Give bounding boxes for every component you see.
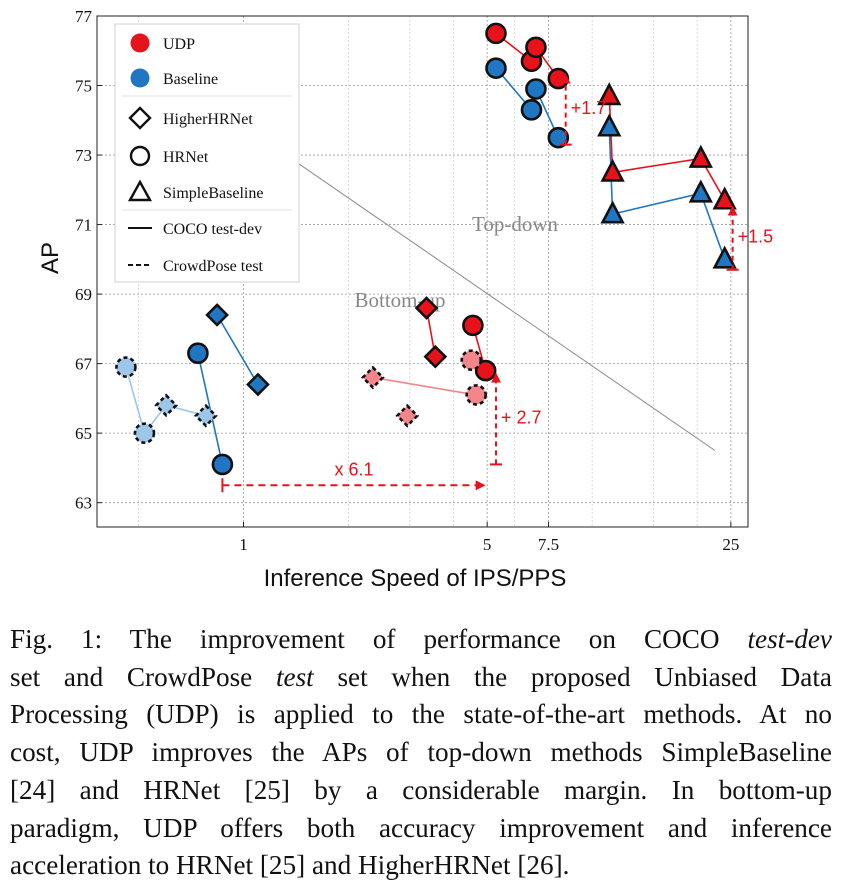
series-line: [608, 95, 726, 201]
data-point: [465, 384, 487, 406]
legend-label: HigherHRNet: [163, 111, 253, 128]
y-tick-label: 77: [75, 7, 93, 26]
data-point: [474, 359, 497, 382]
series-markers: [115, 22, 737, 476]
annotation-label: x 6.1: [335, 459, 374, 479]
data-point: [600, 200, 625, 224]
caption-segment: paradigm, UDP offers both accuracy impro…: [10, 812, 832, 843]
data-point: [525, 78, 547, 100]
annotation-label: +1.5: [738, 227, 774, 247]
x-tick-label: 1: [239, 535, 248, 554]
data-point: [525, 36, 547, 59]
legend-marker-diamond: [128, 106, 152, 130]
data-point: [712, 186, 737, 210]
x-axis-title: Inference Speed of IPS/PPS: [264, 565, 567, 592]
caption-line: acceleration to HRNet [25] and HigherHRN…: [10, 847, 832, 885]
y-tick-label: 65: [75, 424, 92, 443]
caption-line: paradigm, UDP offers both accuracy impro…: [10, 810, 832, 848]
legend-label: COCO test-dev: [163, 221, 262, 238]
caption-segment: [24] and HRNet [25] by a considerable ma…: [10, 774, 832, 805]
caption-line: Fig. 1: The improvement of performance o…: [10, 621, 832, 659]
legend-marker-baseline: [130, 68, 150, 88]
legend-label: SimpleBaseline: [163, 185, 263, 202]
x-tick-label: 5: [483, 535, 492, 554]
legend-label: HRNet: [163, 149, 209, 166]
series-line: [372, 376, 477, 396]
y-tick-label: 69: [75, 285, 92, 304]
caption-line: [24] and HRNet [25] by a considerable ma…: [10, 772, 832, 810]
y-tick-label: 63: [75, 494, 92, 513]
legend-label: Baseline: [163, 71, 218, 88]
data-point: [187, 342, 209, 364]
caption-segment: acceleration to HRNet [25] and HigherHRN…: [10, 850, 570, 881]
separator-line-group: [235, 119, 716, 451]
data-point: [520, 99, 543, 121]
data-point: [688, 179, 713, 203]
y-tick-label: 71: [75, 216, 92, 235]
data-point: [485, 57, 507, 79]
data-point: [205, 303, 229, 327]
caption-segment: test-dev: [747, 624, 832, 654]
caption-line: set and CrowdPose test set when the prop…: [10, 659, 832, 697]
legend-marker-triangle: [127, 179, 153, 202]
caption-line: cost, UDP improves the APs of top-down m…: [10, 734, 832, 772]
y-tick-label: 75: [75, 77, 92, 96]
data-point: [194, 403, 218, 428]
series-line: [197, 353, 224, 465]
data-point: [712, 245, 737, 269]
plot-border: [96, 15, 749, 528]
data-point: [395, 403, 420, 428]
region-label-top-down: Top-down: [472, 212, 559, 236]
data-point: [133, 422, 156, 444]
data-point: [414, 296, 439, 320]
data-point: [597, 82, 622, 106]
caption-segment: test: [275, 661, 314, 692]
caption-segment: cost, UDP improves the APs of top-down m…: [10, 737, 832, 768]
data-point: [485, 22, 507, 45]
legend-marker-circle: [129, 145, 151, 167]
caption-segment: Fig. 1: The improvement of performance o…: [10, 624, 748, 654]
data-point: [547, 126, 570, 149]
data-point: [154, 393, 178, 418]
plot-frame: [96, 15, 749, 528]
legend: UDP Baseline HigherHRNet HRNet SimpleBaselin…: [114, 23, 300, 283]
y-tick-label: 67: [75, 355, 93, 374]
x-tick-label: 7.5: [538, 535, 559, 554]
chart: 63 65 67 69 71 73 75 77 1 5 7.5 25 Top-downBottom-u…: [37, 7, 774, 592]
series-line: [125, 366, 207, 435]
axis-ticks: 63 65 67 69 71 73 75 77 1 5 7.5 25: [75, 7, 739, 554]
top-down-bottom-up-separator: [235, 119, 716, 451]
x-tick-label: 25: [722, 535, 739, 554]
y-tick-label: 73: [75, 146, 92, 165]
legend-label: CrowdPose test: [163, 258, 264, 275]
annotations: +1.7 +1.5 + 2.7 x 6.1: [221, 73, 774, 493]
data-point: [361, 365, 385, 390]
data-point: [688, 144, 713, 168]
data-point: [600, 158, 625, 182]
data-point: [246, 372, 270, 397]
legend-marker-udp: [130, 33, 150, 53]
data-point: [115, 356, 137, 378]
annotation-label: + 2.7: [501, 408, 542, 428]
data-point: [460, 349, 483, 371]
annotation-label: +1.7: [571, 98, 607, 118]
data-point: [462, 314, 484, 337]
figure-caption: Fig. 1: The improvement of performance o…: [10, 621, 832, 885]
caption-segment: set when the proposed Unbiased Data: [313, 661, 832, 692]
caption-segment: Processing (UDP) is applied to the state…: [10, 699, 832, 730]
caption-segment: set and CrowdPose: [10, 661, 276, 692]
series-line: [216, 314, 259, 385]
data-point: [423, 344, 448, 369]
y-axis-title: AP: [37, 242, 64, 274]
data-point: [597, 113, 622, 137]
data-point: [211, 453, 234, 476]
legend-label: UDP: [163, 36, 195, 53]
caption-line: Processing (UDP) is applied to the state…: [10, 696, 832, 734]
